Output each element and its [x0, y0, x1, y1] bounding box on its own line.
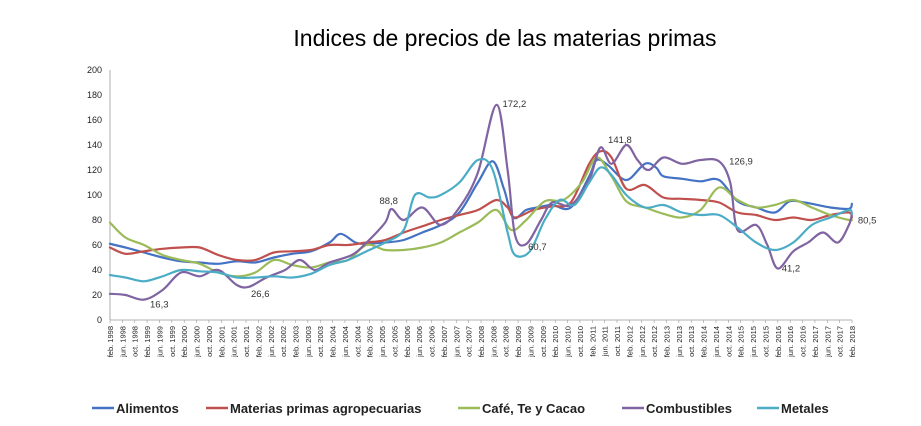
x-tick-label: oct. 2008 [502, 326, 511, 357]
x-tick-label: jun. 2011 [601, 326, 610, 357]
x-tick-label: feb. 2017 [811, 326, 820, 357]
series-line-1 [108, 149, 853, 262]
x-tick-label: jun. 2003 [304, 326, 313, 358]
y-tick-label: 20 [92, 290, 102, 300]
x-tick-label: feb. 2018 [848, 326, 857, 357]
x-tick-label: feb. 2008 [477, 326, 486, 357]
x-tick-label: feb. 2000 [180, 326, 189, 357]
legend-label: Materias primas agropecuarias [230, 401, 421, 416]
x-tick-label: feb. 2003 [292, 326, 301, 357]
y-tick-label: 0 [97, 315, 102, 325]
x-tick-label: feb. 2013 [663, 326, 672, 357]
x-tick-label: oct. 2010 [576, 326, 585, 357]
data-label: 88,8 [379, 196, 398, 207]
x-tick-label: jun. 2013 [675, 326, 684, 358]
x-tick-label: feb. 2012 [625, 326, 634, 357]
x-tick-label: jun. 2014 [712, 326, 721, 358]
x-tick-label: oct. 2003 [316, 326, 325, 357]
x-tick-label: oct. 1999 [168, 326, 177, 357]
data-label: 126,9 [729, 156, 753, 167]
x-tick-label: feb. 2002 [254, 326, 263, 357]
x-tick-label: feb. 2007 [440, 326, 449, 357]
chart-title: Indices de precios de las materias prima… [293, 25, 716, 51]
series-line-4 [108, 157, 853, 283]
y-tick-label: 60 [92, 240, 102, 250]
x-tick-label: jun. 2016 [786, 326, 795, 358]
x-tick-label: jun. 2012 [638, 326, 647, 358]
x-tick-label: oct. 2015 [761, 326, 770, 357]
x-tick-label: oct. 2002 [279, 326, 288, 357]
x-tick-label: feb. 2015 [737, 326, 746, 357]
x-tick-label: oct. 2005 [390, 326, 399, 357]
data-label: 172,2 [502, 99, 526, 110]
x-tick-label: feb. 2016 [774, 326, 783, 357]
x-tick-label: oct. 1998 [131, 326, 140, 357]
x-tick-label: jun. 1999 [155, 326, 164, 358]
x-tick-label: jun. 2000 [193, 326, 202, 358]
x-axis: feb. 1998 jun. 1998 oct. 1998 feb. 1999 jun.… [106, 319, 857, 358]
legend-label: Combustibles [646, 401, 732, 416]
x-tick-label: feb. 2009 [514, 326, 523, 357]
x-tick-label: feb. 2005 [366, 326, 375, 357]
annotations: 16,3 26,6 88,8 172,2 60,7 141,8 126,9 41,2 80,5 [150, 99, 876, 311]
x-tick-label: feb. 2004 [329, 326, 338, 357]
legend-label: Alimentos [116, 401, 179, 416]
data-label: 16,3 [150, 300, 169, 311]
legend-label: Metales [781, 401, 829, 416]
y-tick-label: 120 [87, 165, 102, 175]
x-tick-label: jun. 2017 [823, 326, 832, 358]
data-label: 26,6 [251, 289, 270, 300]
series-line-0 [108, 158, 853, 265]
data-label: 41,2 [782, 264, 801, 275]
x-tick-label: feb. 2011 [588, 326, 597, 357]
x-tick-label: oct. 2006 [428, 326, 437, 357]
x-tick-label: jun. 2015 [749, 326, 758, 358]
x-tick-label: feb. 1999 [143, 326, 152, 357]
x-tick-label: oct. 2007 [465, 326, 474, 357]
x-tick-label: oct. 2016 [799, 326, 808, 357]
x-tick-label: feb. 1998 [106, 326, 115, 357]
series-line-3 [108, 103, 853, 301]
x-tick-label: oct. 2004 [353, 326, 362, 357]
x-tick-label: feb. 2010 [551, 326, 560, 357]
y-tick-label: 200 [87, 65, 102, 75]
x-tick-label: jun. 2005 [378, 326, 387, 358]
y-tick-label: 100 [87, 190, 102, 200]
y-tick-label: 160 [87, 115, 102, 125]
x-tick-label: oct. 2014 [724, 326, 733, 357]
legend: Alimentos Materias primas agropecuarias Ca… [92, 401, 829, 416]
x-tick-label: oct. 2009 [539, 326, 548, 357]
x-tick-label: jun. 2008 [489, 326, 498, 358]
data-label: 60,7 [528, 242, 547, 253]
series-line-2 [108, 156, 853, 278]
y-axis: 0 20 40 60 80 100 120 140 160 180 200 [87, 65, 111, 325]
x-tick-label: jun. 2004 [341, 326, 350, 358]
y-tick-label: 40 [92, 265, 102, 275]
x-tick-label: jun. 2001 [230, 326, 239, 358]
x-tick-label: feb. 2006 [403, 326, 412, 357]
series-lines [108, 103, 853, 301]
legend-label: Café, Te y Cacao [482, 401, 585, 416]
x-tick-label: jun. 2007 [452, 326, 461, 358]
x-tick-label: oct. 2011 [613, 326, 622, 356]
x-tick-label: jun. 2009 [526, 326, 535, 358]
x-tick-label: feb. 2014 [700, 326, 709, 357]
x-tick-label: jun. 2010 [564, 326, 573, 358]
y-tick-label: 80 [92, 215, 102, 225]
x-tick-label: oct. 2013 [687, 326, 696, 357]
x-tick-label: jun. 2002 [267, 326, 276, 358]
data-label: 141,8 [608, 135, 632, 146]
x-tick-label: oct. 2012 [650, 326, 659, 357]
y-tick-label: 180 [87, 90, 102, 100]
x-tick-label: jun. 1998 [118, 326, 127, 358]
x-tick-label: oct. 2017 [836, 326, 845, 357]
x-tick-label: feb. 2001 [217, 326, 226, 357]
x-tick-label: oct. 2001 [242, 326, 251, 357]
x-tick-label: jun. 2006 [415, 326, 424, 358]
y-tick-label: 140 [87, 140, 102, 150]
x-tick-label: oct. 2000 [205, 326, 214, 357]
data-label: 80,5 [858, 215, 877, 226]
